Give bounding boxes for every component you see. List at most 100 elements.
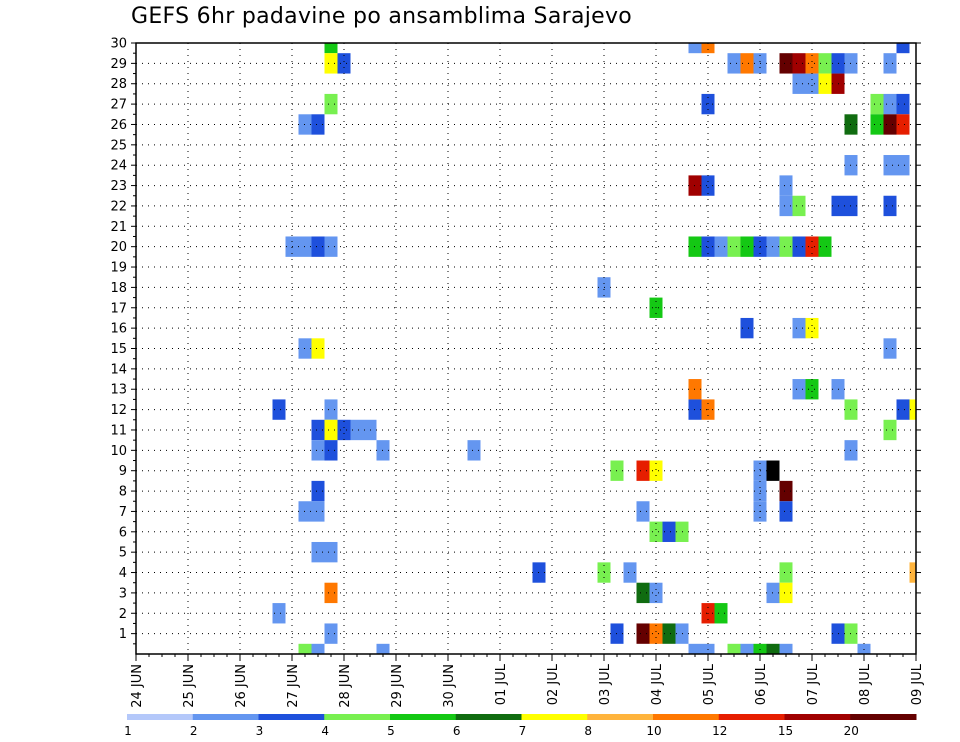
data-cell (779, 582, 793, 604)
data-cell (779, 175, 793, 196)
data-cell (727, 643, 741, 654)
data-cell (818, 53, 832, 74)
chart-title: GEFS 6hr padavine po ansamblima Sarajevo (131, 4, 633, 29)
y-tick-label: 10 (110, 444, 127, 459)
data-cell (753, 643, 767, 654)
data-cell (896, 399, 910, 420)
x-tick-label: 29 JUN (390, 664, 405, 708)
y-tick-label: 18 (110, 281, 127, 296)
data-cell (766, 643, 780, 654)
data-cell (792, 236, 806, 257)
data-cell (649, 623, 663, 644)
data-cell (792, 317, 806, 339)
data-cell (779, 562, 793, 583)
y-tick-label: 20 (110, 240, 127, 255)
data-cell (324, 623, 338, 644)
data-cell (779, 53, 793, 74)
data-cell (896, 43, 910, 54)
data-cell (805, 379, 819, 400)
data-cell (727, 53, 741, 74)
data-cell (883, 195, 897, 217)
data-cell (636, 460, 650, 481)
colorbar-label: 2 (190, 724, 198, 738)
data-cell (662, 521, 676, 542)
x-tick-label: 04 JUL (650, 663, 665, 705)
data-cell (311, 541, 325, 563)
data-cell (740, 643, 754, 654)
data-cell (623, 562, 637, 583)
data-cell (324, 419, 338, 441)
data-cell (636, 501, 650, 522)
y-tick-label: 14 (110, 362, 127, 377)
data-cell (337, 53, 351, 74)
y-tick-label: 2 (119, 607, 127, 622)
data-cell (298, 643, 312, 654)
data-cell (740, 236, 754, 257)
data-cell (324, 541, 338, 563)
data-cell (883, 419, 897, 441)
colorbar-label: 8 (584, 724, 592, 738)
data-cell (688, 643, 702, 654)
y-tick-label: 15 (110, 342, 127, 357)
data-cell (324, 236, 338, 257)
y-tick-label: 11 (110, 423, 127, 438)
data-cell (311, 480, 325, 502)
y-tick-label: 27 (110, 98, 127, 113)
data-cell (818, 73, 832, 94)
data-cell (909, 562, 916, 583)
x-tick-label: 24 JUN (130, 664, 145, 708)
colorbar-swatch (784, 714, 851, 720)
colorbar-label: 7 (519, 724, 527, 738)
data-cell (896, 114, 910, 135)
x-tick-label: 06 JUL (754, 663, 769, 705)
y-tick-label: 28 (110, 77, 127, 92)
data-cell (896, 155, 910, 176)
colorbar-label: 20 (844, 724, 859, 738)
data-cell (688, 43, 702, 54)
data-cell (779, 480, 793, 502)
y-tick-label: 3 (119, 586, 127, 601)
data-cell (311, 236, 325, 257)
y-tick-label: 29 (110, 57, 127, 72)
data-cell (324, 399, 338, 420)
data-cell (337, 419, 351, 441)
colorbar-label: 12 (712, 724, 727, 738)
data-cell (896, 93, 910, 115)
y-tick-label: 16 (110, 322, 127, 337)
data-cell (311, 114, 325, 135)
data-cell (792, 379, 806, 400)
data-cell (662, 623, 676, 644)
x-tick-label: 25 JUN (182, 664, 197, 708)
y-tick-label: 21 (110, 220, 127, 235)
data-cell (649, 521, 663, 542)
colorbar-swatch (258, 714, 325, 720)
data-cell (779, 643, 793, 654)
data-cell (792, 73, 806, 94)
data-cell (805, 236, 819, 257)
data-cell (740, 317, 754, 339)
data-cell (883, 155, 897, 176)
colorbar-label: 1 (124, 724, 132, 738)
data-cell (883, 93, 897, 115)
data-cell (324, 53, 338, 74)
x-tick-label: 02 JUL (546, 663, 561, 705)
colorbar-swatch (455, 714, 522, 720)
x-tick-label: 03 JUL (598, 663, 613, 705)
data-cell (272, 603, 286, 624)
data-cell (714, 236, 728, 257)
data-cell (324, 93, 338, 115)
x-tick-label: 09 JUL (910, 663, 925, 705)
data-cell (805, 53, 819, 74)
colorbar-swatch (324, 714, 391, 720)
data-cell (740, 53, 754, 74)
y-tick-label: 13 (110, 383, 127, 398)
data-cell (311, 338, 325, 359)
data-cell (779, 501, 793, 522)
data-cell (883, 114, 897, 135)
data-cell (649, 460, 663, 481)
colorbar-swatch (587, 714, 654, 720)
colorbar-label: 5 (387, 724, 395, 738)
y-tick-label: 22 (110, 199, 127, 214)
x-tick-label: 07 JUL (806, 663, 821, 705)
